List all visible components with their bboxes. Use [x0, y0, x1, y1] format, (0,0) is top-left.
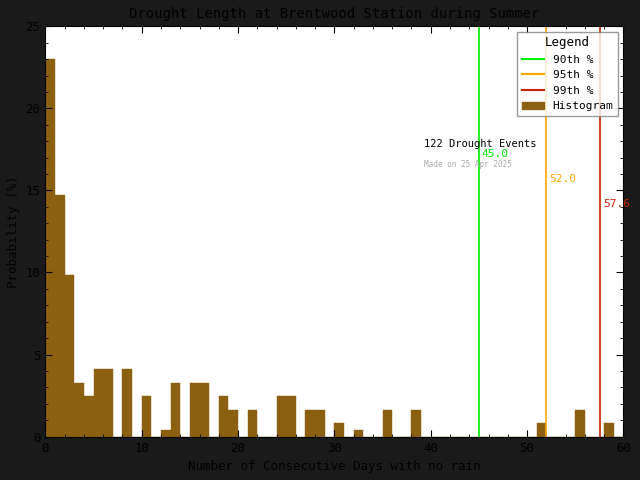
Bar [219, 396, 228, 437]
Bar [84, 396, 93, 437]
Bar [45, 59, 55, 437]
Bar [354, 430, 364, 437]
Text: 122 Drought Events: 122 Drought Events [424, 139, 536, 149]
Bar [604, 423, 614, 437]
Bar [141, 396, 151, 437]
Bar [122, 370, 132, 437]
Bar [74, 383, 84, 437]
Bar [334, 423, 344, 437]
Bar [383, 410, 392, 437]
Bar [412, 410, 421, 437]
Text: 57.6: 57.6 [603, 199, 630, 209]
Bar [537, 423, 547, 437]
Bar [575, 410, 585, 437]
Y-axis label: Probability (%): Probability (%) [7, 175, 20, 288]
Bar [276, 396, 286, 437]
Bar [228, 410, 238, 437]
Bar [161, 430, 171, 437]
Bar [65, 275, 74, 437]
Text: Made on 25 Apr 2025: Made on 25 Apr 2025 [424, 160, 512, 168]
Legend: 90th %, 95th %, 99th %, Histogram: 90th %, 95th %, 99th %, Histogram [517, 32, 618, 116]
Bar [103, 370, 113, 437]
X-axis label: Number of Consecutive Days with no rain: Number of Consecutive Days with no rain [188, 460, 481, 473]
Bar [200, 383, 209, 437]
Title: Drought Length at Brentwood Station during Summer: Drought Length at Brentwood Station duri… [129, 7, 540, 21]
Bar [93, 370, 103, 437]
Bar [171, 383, 180, 437]
Bar [190, 383, 200, 437]
Bar [286, 396, 296, 437]
Bar [248, 410, 257, 437]
Text: 45.0: 45.0 [482, 149, 509, 159]
Text: 52.0: 52.0 [549, 174, 576, 184]
Bar [315, 410, 324, 437]
Bar [305, 410, 315, 437]
Bar [55, 194, 65, 437]
